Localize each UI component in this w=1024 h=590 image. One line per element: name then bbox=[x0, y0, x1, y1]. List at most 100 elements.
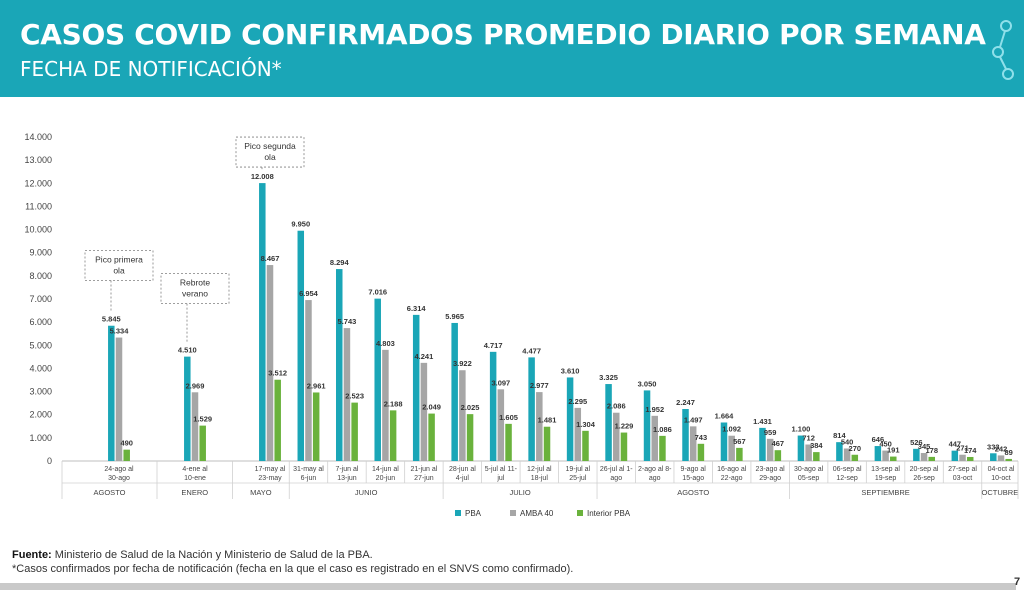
bar-amba-40 bbox=[920, 453, 928, 461]
data-label: 1.952 bbox=[645, 405, 664, 414]
y-tick-label: 14.000 bbox=[24, 132, 52, 142]
x-tick-label: 19-jul al bbox=[566, 466, 591, 473]
bar-pba bbox=[451, 322, 458, 461]
bar-pba bbox=[643, 390, 651, 461]
data-label: 1.529 bbox=[193, 415, 212, 424]
data-label: 2.969 bbox=[186, 381, 205, 390]
bar-interior-pba bbox=[312, 392, 320, 461]
bar-interior-pba bbox=[543, 426, 551, 461]
data-label: 712 bbox=[802, 434, 815, 443]
data-label: 2.977 bbox=[530, 381, 549, 390]
y-tick-label: 0 bbox=[47, 456, 52, 466]
bar-interior-pba bbox=[697, 443, 705, 461]
bar-pba bbox=[259, 183, 266, 461]
data-label: 1.664 bbox=[715, 411, 735, 420]
data-label: 450 bbox=[879, 440, 892, 449]
data-label: 5.845 bbox=[102, 315, 121, 324]
x-tick-label: 2-ago al 8- bbox=[638, 466, 672, 473]
bar-amba-40 bbox=[574, 407, 582, 461]
annotation-box bbox=[235, 136, 305, 168]
data-label: 2.523 bbox=[345, 392, 364, 401]
bar-interior-pba bbox=[659, 435, 666, 461]
data-label: 242 bbox=[995, 444, 1008, 453]
data-label: 3.050 bbox=[638, 379, 657, 388]
x-tick-label: 20-jun bbox=[376, 475, 396, 482]
month-label: JULIO bbox=[509, 488, 530, 497]
bar-pba bbox=[874, 446, 882, 461]
x-tick-label: 23-may bbox=[258, 475, 282, 482]
bar-pba bbox=[108, 325, 115, 461]
data-label: 6.954 bbox=[299, 289, 319, 298]
x-tick-label: 4-ene al bbox=[182, 466, 208, 473]
data-label: 9.950 bbox=[291, 220, 310, 229]
data-label: 1.100 bbox=[792, 425, 811, 434]
x-tick-label: 27-sep al bbox=[948, 466, 977, 473]
x-tick-label: ago bbox=[649, 475, 661, 482]
bar-pba bbox=[374, 298, 381, 461]
bar-interior-pba bbox=[851, 454, 859, 461]
x-tick-label: 05-sep bbox=[798, 475, 820, 482]
covid-bar-chart: 0 1.000 2.000 3.000 4.000 5.000 6.000 7.000 8.00… bbox=[24, 132, 1019, 518]
bar-amba-40 bbox=[420, 362, 428, 461]
data-label: 567 bbox=[733, 437, 746, 446]
bar-pba bbox=[759, 427, 766, 461]
annotation-text: Pico primera bbox=[95, 254, 143, 264]
bar-amba-40 bbox=[459, 370, 466, 461]
y-tick-label: 7.000 bbox=[29, 294, 52, 304]
x-tick-label: 4-jul bbox=[456, 475, 470, 482]
data-label: 8.294 bbox=[330, 258, 350, 267]
x-tick-label: jul bbox=[496, 475, 504, 482]
legend-swatch bbox=[510, 510, 516, 516]
annotation-text: verano bbox=[182, 289, 208, 299]
data-label: 4.717 bbox=[484, 341, 503, 350]
bar-interior-pba bbox=[582, 430, 589, 461]
data-label: 178 bbox=[925, 446, 938, 455]
data-label: 4.241 bbox=[415, 352, 434, 361]
data-label: 174 bbox=[964, 446, 977, 455]
data-label: 2.049 bbox=[422, 403, 441, 412]
data-label: 5.334 bbox=[110, 327, 130, 336]
x-tick-label: 7-jun al bbox=[335, 466, 358, 473]
bar-pba bbox=[297, 230, 305, 461]
bar-pba bbox=[605, 384, 612, 461]
data-label: 743 bbox=[695, 433, 708, 442]
x-tick-label: 30-ago bbox=[108, 475, 130, 482]
y-tick-label: 10.000 bbox=[24, 225, 52, 235]
data-label: 467 bbox=[772, 439, 785, 448]
data-label: 3.097 bbox=[491, 378, 510, 387]
x-tick-label: 12-sep bbox=[836, 475, 858, 482]
data-label: 1.481 bbox=[538, 416, 557, 425]
y-tick-label: 6.000 bbox=[29, 317, 52, 327]
data-label: 540 bbox=[841, 438, 854, 447]
x-tick-label: 31-may al bbox=[293, 466, 324, 473]
x-tick-label: 18-jul bbox=[531, 475, 549, 482]
bar-interior-pba bbox=[928, 456, 936, 461]
bar-amba-40 bbox=[843, 448, 851, 461]
bar-interior-pba bbox=[736, 447, 743, 461]
data-label: 2.961 bbox=[307, 381, 326, 390]
legend-label: PBA bbox=[465, 509, 482, 518]
month-label: OCTUBRE bbox=[982, 488, 1019, 497]
x-tick-label: 13-jun bbox=[337, 475, 357, 482]
x-tick-label: 10-ene bbox=[184, 475, 206, 482]
x-tick-label: 26-jul al 1- bbox=[600, 466, 633, 473]
bar-pba bbox=[990, 453, 997, 461]
x-tick-label: 15-ago bbox=[682, 475, 704, 482]
bar-interior-pba bbox=[890, 456, 897, 461]
data-label: 1.431 bbox=[753, 417, 772, 426]
annotation-text: Pico segunda bbox=[244, 141, 296, 151]
data-label: 2.086 bbox=[607, 402, 626, 411]
data-label: 89 bbox=[1005, 448, 1013, 457]
bottom-bar bbox=[0, 583, 1016, 590]
x-tick-label: 9-ago al bbox=[681, 466, 707, 473]
y-tick-label: 13.000 bbox=[24, 155, 52, 165]
source-text: Ministerio de Salud de la Nación y Minis… bbox=[51, 549, 373, 561]
data-label: 3.512 bbox=[268, 369, 287, 378]
month-label: AGOSTO bbox=[677, 488, 709, 497]
x-tick-label: 23-ago al bbox=[756, 466, 786, 473]
annotation-text: ola bbox=[264, 152, 276, 162]
data-label: 8.467 bbox=[261, 254, 280, 263]
bar-pba bbox=[836, 442, 843, 461]
x-tick-label: 28-jun al bbox=[449, 466, 476, 473]
bar-amba-40 bbox=[266, 265, 274, 461]
